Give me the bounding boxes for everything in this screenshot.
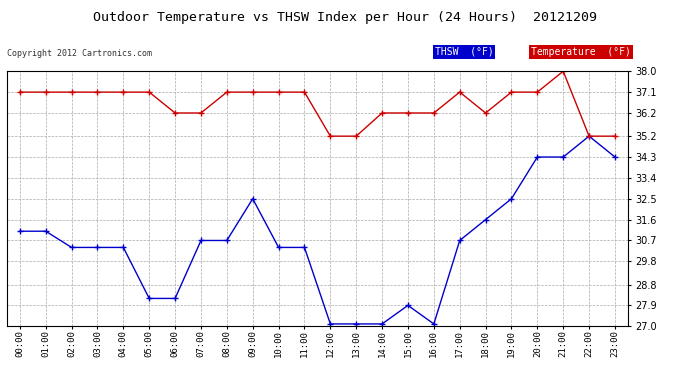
Text: Temperature  (°F): Temperature (°F) (531, 47, 631, 57)
Text: THSW  (°F): THSW (°F) (435, 47, 493, 57)
Text: Copyright 2012 Cartronics.com: Copyright 2012 Cartronics.com (7, 49, 152, 58)
Text: Outdoor Temperature vs THSW Index per Hour (24 Hours)  20121209: Outdoor Temperature vs THSW Index per Ho… (93, 11, 597, 24)
